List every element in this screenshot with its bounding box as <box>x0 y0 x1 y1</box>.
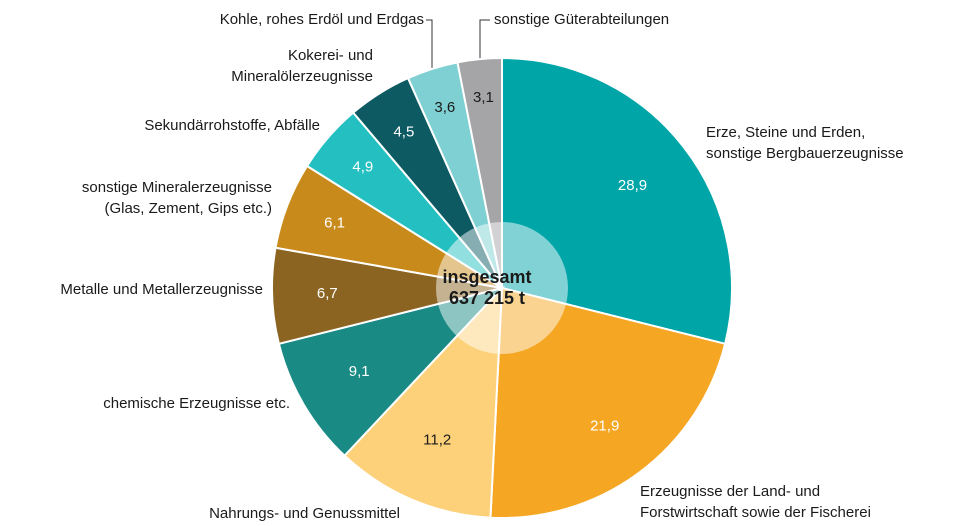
category-label: sonstige Güterabteilungen <box>494 11 669 28</box>
leader-line <box>426 19 433 72</box>
category-label: Kohle, rohes Erdöl und Erdgas <box>220 11 424 28</box>
value-label: 4,5 <box>393 123 414 140</box>
center-label: 637 215 t <box>449 288 525 308</box>
category-label: chemische Erzeugnisse etc. <box>103 395 290 412</box>
category-label: Forstwirtschaft sowie der Fischerei <box>640 504 871 521</box>
category-label: sonstige Mineralerzeugnisse <box>82 179 272 196</box>
category-label: Mineralölerzeugnisse <box>231 68 373 85</box>
category-label: Nahrungs- und Genussmittel <box>209 505 400 522</box>
pie-slice <box>489 286 727 519</box>
value-label: 4,9 <box>352 159 373 176</box>
category-label: Sekundärrohstoffe, Abfälle <box>144 117 320 134</box>
category-label: sonstige Bergbauerzeugnisse <box>706 145 904 162</box>
value-label: 6,7 <box>317 285 338 302</box>
value-label: 21,9 <box>590 418 619 435</box>
value-label: 6,1 <box>324 215 345 232</box>
leader-line <box>479 19 490 64</box>
value-label: 3,6 <box>434 99 455 116</box>
category-label: (Glas, Zement, Gips etc.) <box>104 200 272 217</box>
value-label: 28,9 <box>618 177 647 194</box>
value-label: 9,1 <box>349 363 370 380</box>
value-label: 3,1 <box>473 89 494 106</box>
category-label: Erze, Steine und Erden, <box>706 124 865 141</box>
category-label: Erzeugnisse der Land- und <box>640 483 820 500</box>
value-label: 11,2 <box>423 431 451 448</box>
center-disc <box>436 222 568 354</box>
pie-slice <box>343 285 504 519</box>
category-label: Metalle und Metallerzeugnisse <box>60 281 263 298</box>
category-label: Kokerei- und <box>288 47 373 64</box>
center-label: insgesamt <box>442 267 531 287</box>
